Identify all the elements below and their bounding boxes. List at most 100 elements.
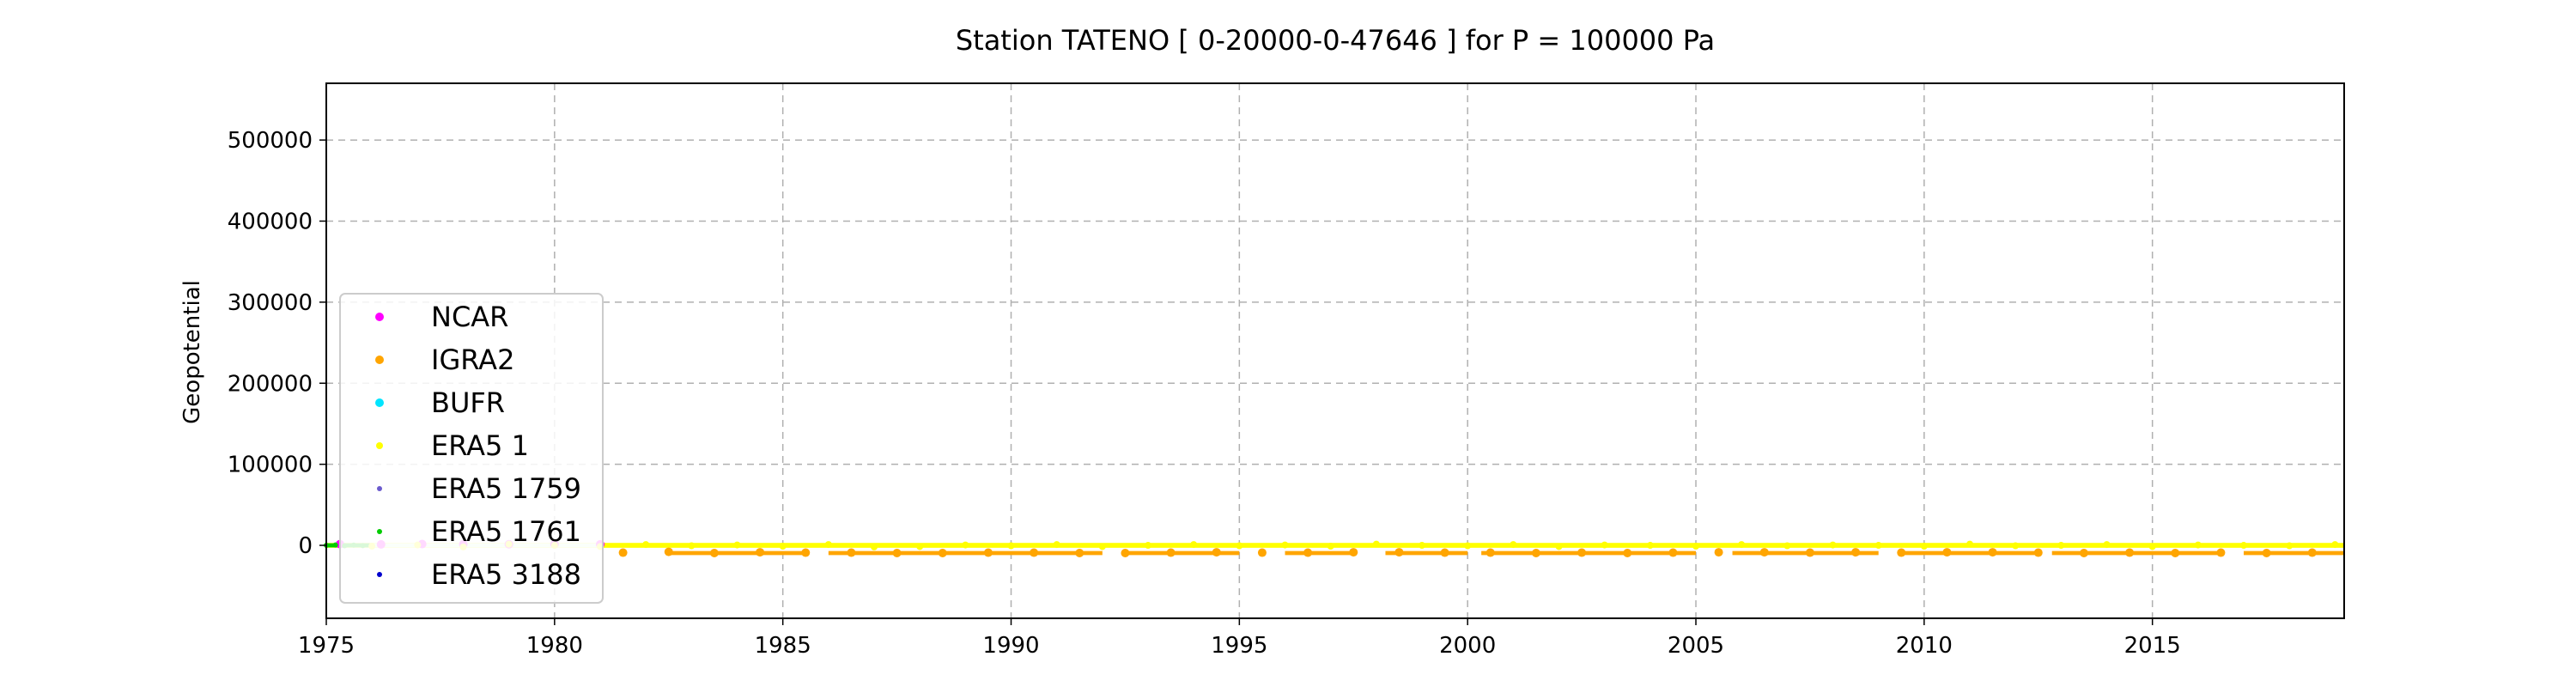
data-point xyxy=(1419,542,1426,550)
legend-marker xyxy=(375,356,384,364)
data-point xyxy=(2262,549,2271,558)
x-tick-label: 1990 xyxy=(982,633,1039,659)
data-point xyxy=(1372,540,1380,548)
data-point xyxy=(871,543,878,550)
data-point xyxy=(1668,548,1678,557)
data-point xyxy=(1303,548,1313,557)
data-point xyxy=(1098,543,1106,550)
y-tick-label: 0 xyxy=(298,533,313,559)
legend-marker xyxy=(377,572,382,577)
data-point xyxy=(847,548,856,557)
y-tick-label: 300000 xyxy=(228,290,313,316)
legend-label: NCAR xyxy=(431,301,508,333)
data-point xyxy=(1327,542,1334,550)
data-point xyxy=(1988,548,1997,557)
data-point xyxy=(2286,542,2293,550)
data-point xyxy=(709,549,719,558)
legend-label: ERA5 1759 xyxy=(431,472,581,505)
data-point xyxy=(1030,548,1039,557)
data-point xyxy=(1349,548,1358,557)
legend-label: BUFR xyxy=(431,386,505,419)
igra2-data-band xyxy=(1732,550,1879,556)
legend-box xyxy=(339,293,604,604)
data-point xyxy=(332,542,338,548)
legend-marker xyxy=(376,442,383,449)
data-point xyxy=(1440,548,1449,557)
igra2-data-band xyxy=(828,550,1103,556)
data-point xyxy=(2171,549,2180,558)
ticks-layer: 1975 1980 1985 1990 1995 2000 2005 2010 2015 0 100… xyxy=(228,128,2181,659)
data-point xyxy=(938,549,947,558)
x-tick-label: 1975 xyxy=(298,633,355,659)
igra2-data-band xyxy=(668,550,806,556)
data-point xyxy=(1966,540,1974,548)
legend: NCAR IGRA2 BUFR ERA5 1 ERA5 1759 ERA5 1761 ERA… xyxy=(339,293,604,604)
data-point xyxy=(1007,542,1015,550)
data-point xyxy=(1464,542,1472,550)
data-point xyxy=(2331,541,2339,549)
data-point xyxy=(1531,549,1540,558)
x-tick-label: 1980 xyxy=(526,633,583,659)
data-point xyxy=(1897,548,1906,557)
data-point xyxy=(756,548,765,557)
data-point xyxy=(2307,548,2317,557)
data-point xyxy=(983,548,993,557)
data-point xyxy=(688,542,696,550)
x-tick-label: 2010 xyxy=(1896,633,1953,659)
data-point xyxy=(1623,549,1632,558)
igra2-data-band xyxy=(1125,550,1240,556)
data-point xyxy=(1053,541,1060,549)
data-point xyxy=(1485,548,1495,557)
data-point xyxy=(1394,548,1404,557)
data-point xyxy=(779,542,787,550)
data-point xyxy=(1805,548,1814,557)
data-point xyxy=(2194,541,2202,549)
y-tick-label: 500000 xyxy=(228,128,313,154)
data-point xyxy=(2033,548,2043,557)
x-tick-label: 1985 xyxy=(755,633,811,659)
data-point xyxy=(824,541,832,549)
data-point xyxy=(962,541,969,549)
data-point xyxy=(801,548,811,557)
data-point xyxy=(1145,542,1152,550)
data-point xyxy=(618,548,628,557)
era5-data-band xyxy=(326,543,2344,548)
data-point xyxy=(1692,542,1700,550)
grid-layer xyxy=(326,83,2344,618)
data-point xyxy=(1075,549,1084,558)
data-point xyxy=(1236,542,1243,550)
data-point xyxy=(892,549,902,558)
data-point xyxy=(1166,548,1176,557)
y-tick-label: 400000 xyxy=(228,209,313,234)
y-tick-label: 100000 xyxy=(228,453,313,478)
x-tick-label: 2005 xyxy=(1668,633,1724,659)
data-point xyxy=(1212,548,1221,557)
legend-marker xyxy=(375,313,384,321)
data-point xyxy=(1738,541,1746,549)
data-point xyxy=(1942,548,1952,557)
igra2-data-band xyxy=(1481,550,1697,556)
data-point xyxy=(2103,541,2111,549)
data-point xyxy=(1646,542,1654,550)
data-point xyxy=(1874,542,1882,550)
data-point xyxy=(2216,548,2226,557)
data-point xyxy=(1829,541,1837,549)
data-point xyxy=(2240,542,2248,550)
legend-label: ERA5 1761 xyxy=(431,515,581,548)
igra2-data-band xyxy=(1385,550,1468,556)
igra2-data-band xyxy=(2051,550,2221,556)
data-point xyxy=(1190,541,1198,549)
data-point xyxy=(2079,549,2088,558)
data-point xyxy=(733,541,741,549)
y-axis-label: Geopotential xyxy=(179,280,205,424)
data-point xyxy=(1257,548,1267,557)
data-point xyxy=(1121,549,1130,558)
igra2-data-band xyxy=(1901,550,2038,556)
legend-marker xyxy=(377,486,382,491)
data-point xyxy=(1759,548,1769,557)
igra2-data-band xyxy=(2244,550,2344,556)
data-point xyxy=(642,541,650,549)
igra2-data-band xyxy=(1285,550,1354,556)
data-point xyxy=(1555,543,1563,550)
